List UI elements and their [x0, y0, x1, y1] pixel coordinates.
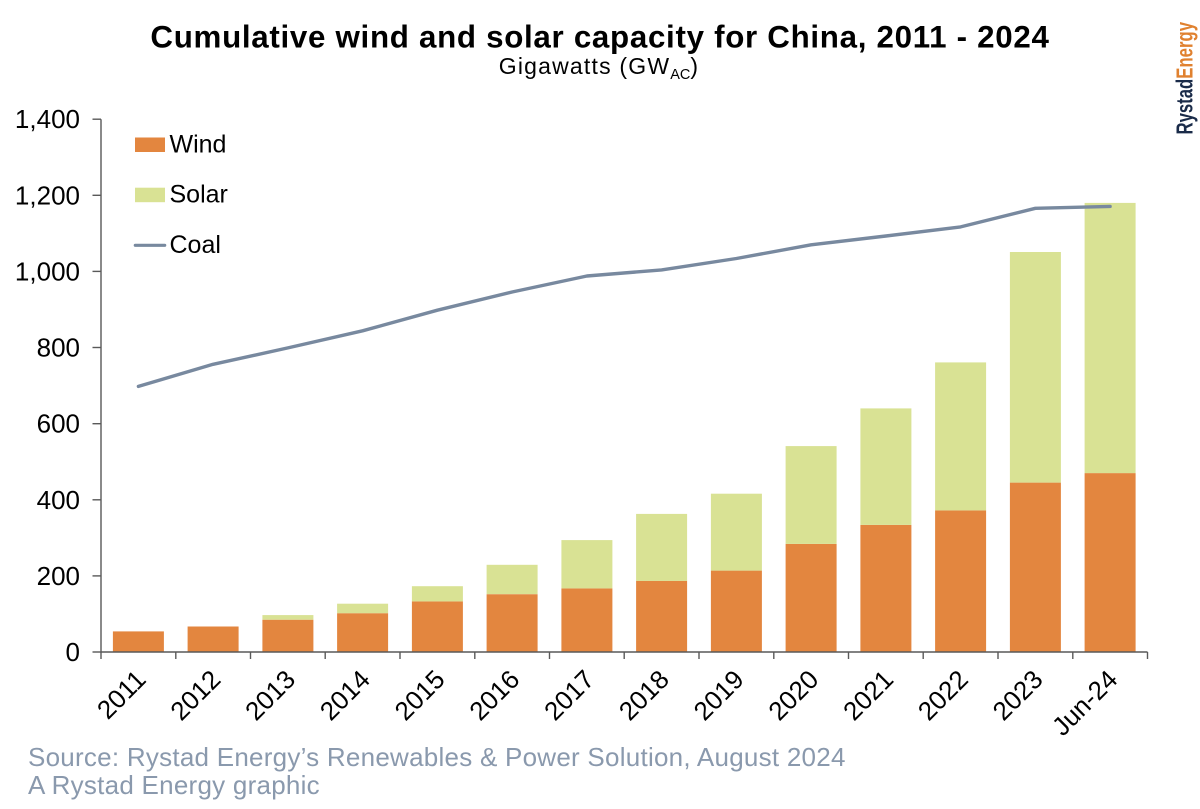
svg-text:Coal: Coal — [170, 231, 221, 259]
svg-text:Wind: Wind — [170, 130, 227, 158]
svg-text:1,200: 1,200 — [15, 180, 80, 210]
svg-text:A Rystad Energy graphic: A Rystad Energy graphic — [28, 770, 320, 800]
svg-text:1,400: 1,400 — [15, 104, 80, 134]
svg-text:0: 0 — [66, 637, 80, 667]
svg-text:200: 200 — [37, 561, 80, 591]
svg-text:RystadEnergy: RystadEnergy — [1172, 22, 1198, 135]
svg-text:Solar: Solar — [170, 181, 228, 209]
svg-text:1,000: 1,000 — [15, 256, 80, 286]
svg-text:Gigawatts (GWAC): Gigawatts (GWAC) — [499, 53, 700, 83]
svg-text:400: 400 — [37, 485, 80, 515]
svg-text:Source: Rystad Energy’s Renewa: Source: Rystad Energy’s Renewables & Pow… — [28, 742, 846, 772]
svg-text:800: 800 — [37, 333, 80, 363]
svg-text:600: 600 — [37, 409, 80, 439]
svg-text:Cumulative wind and solar capa: Cumulative wind and solar capacity for C… — [150, 20, 1049, 55]
